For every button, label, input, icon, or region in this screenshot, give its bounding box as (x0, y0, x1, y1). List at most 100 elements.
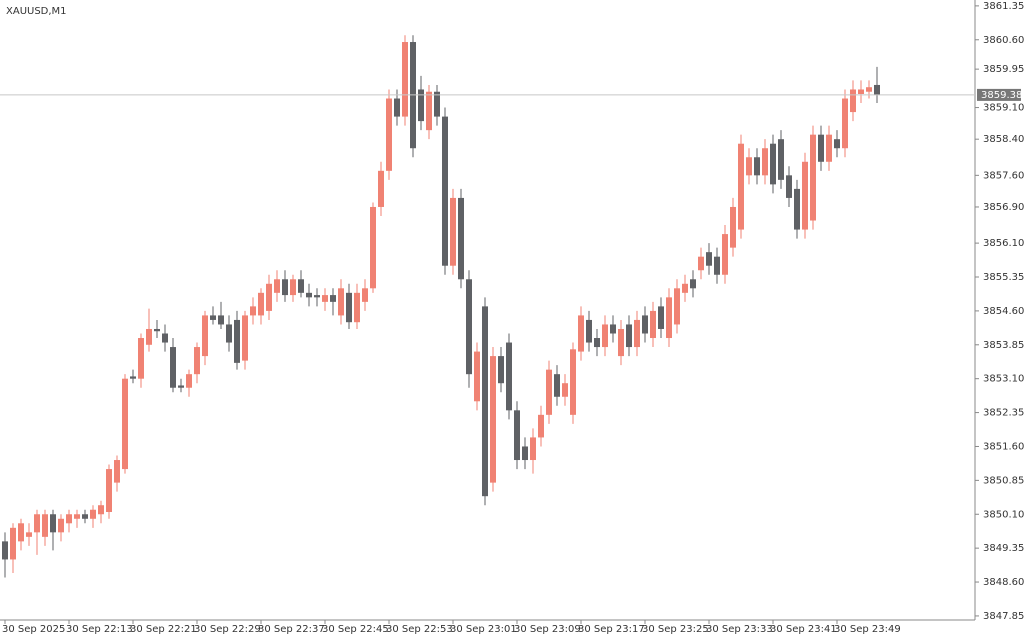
candle-body (66, 514, 72, 524)
candle-body (58, 518, 64, 533)
candle-body (810, 134, 816, 221)
candle-body (18, 523, 24, 542)
candle-body (634, 319, 640, 348)
candle-body (818, 134, 824, 162)
y-tick-label: 3852.35 (983, 408, 1024, 419)
candle-body (450, 197, 456, 266)
y-tick-label: 3859.10 (983, 103, 1024, 114)
candle-body (666, 297, 672, 339)
candle-body (874, 84, 880, 95)
y-tick-label: 3853.85 (983, 340, 1024, 351)
candle-body (826, 134, 832, 162)
y-tick-label: 3850.85 (983, 475, 1024, 486)
x-tick-label: 30 Sep 22:13 (66, 624, 133, 635)
candle-body (274, 279, 280, 293)
y-tick-label: 3858.40 (983, 134, 1024, 145)
x-tick-label: 30 Sep 23:17 (578, 624, 645, 635)
candle-body (402, 42, 408, 117)
candle-body (178, 385, 184, 388)
x-tick-label: 30 Sep 22:45 (322, 624, 389, 635)
candle-body (642, 315, 648, 334)
candle-body (42, 514, 48, 537)
candle-body (586, 319, 592, 343)
y-tick-label: 3848.60 (983, 577, 1024, 588)
candle-body (170, 347, 176, 388)
candle-body (162, 333, 168, 343)
candle-body (338, 288, 344, 316)
candle-body (250, 306, 256, 316)
candle-body (370, 206, 376, 289)
candle-body (698, 256, 704, 271)
y-tick-label: 3856.10 (983, 238, 1024, 249)
candle-body (490, 356, 496, 483)
y-tick-label: 3853.10 (983, 374, 1024, 385)
candle-body (690, 279, 696, 289)
candle-body (466, 279, 472, 375)
x-tick-label: 30 Sep 22:29 (194, 624, 261, 635)
candle-body (434, 91, 440, 117)
candle-body (706, 252, 712, 266)
candle-body (578, 315, 584, 352)
candle-body (562, 383, 568, 397)
candle-body (610, 324, 616, 334)
candle-body (378, 170, 384, 207)
candle-body (538, 414, 544, 438)
candle-body (458, 197, 464, 280)
candle-body (298, 279, 304, 293)
candle-body (794, 188, 800, 230)
candle-body (442, 116, 448, 266)
candle-body (346, 292, 352, 323)
candle-body (650, 310, 656, 339)
candle-body (522, 446, 528, 461)
candle-body (74, 514, 80, 519)
candle-body (738, 143, 744, 230)
candle-body (626, 324, 632, 348)
candle-body (50, 514, 56, 533)
y-tick-label: 3855.35 (983, 272, 1024, 283)
x-tick-label: 30 Sep 23:49 (834, 624, 901, 635)
candle-body (322, 295, 328, 302)
candle-body (34, 514, 40, 533)
x-tick-label: 30 Sep 23:41 (770, 624, 837, 635)
y-tick-label: 3856.90 (983, 202, 1024, 213)
candle-body (218, 315, 224, 325)
candle-body (658, 306, 664, 329)
candle-body (122, 378, 128, 470)
candle-body (106, 469, 112, 512)
y-tick-label: 3850.10 (983, 509, 1024, 520)
y-tick-label: 3860.60 (983, 35, 1024, 46)
candle-body (850, 89, 856, 113)
candle-body (778, 139, 784, 180)
candle-body (602, 324, 608, 348)
candle-body (722, 234, 728, 275)
candle-body (746, 157, 752, 176)
candle-body (194, 347, 200, 375)
candle-body (426, 91, 432, 131)
candle-body (226, 324, 232, 343)
candle-body (474, 351, 480, 402)
candle-body (154, 328, 160, 332)
x-tick-label: 30 Sep 22:53 (386, 624, 453, 635)
candle-body (186, 374, 192, 388)
candle-body (546, 369, 552, 415)
candle-body (570, 349, 576, 415)
candle-body (138, 338, 144, 379)
candle-body (242, 315, 248, 361)
candle-body (10, 527, 16, 560)
candle-body (290, 279, 296, 296)
candle-body (482, 306, 488, 497)
candle-body (770, 143, 776, 185)
y-tick-label: 3854.60 (983, 306, 1024, 317)
candle-body (98, 505, 104, 515)
candle-body (786, 175, 792, 198)
y-tick-label: 3859.95 (983, 64, 1024, 75)
candle-body (2, 541, 8, 560)
x-tick-label: 30 Sep 23:33 (706, 624, 773, 635)
candle-body (594, 338, 600, 348)
chart-title: XAUUSD,M1 (6, 6, 67, 17)
candle-body (282, 279, 288, 296)
candle-body (866, 87, 872, 92)
y-tick-label: 3851.60 (983, 441, 1024, 452)
